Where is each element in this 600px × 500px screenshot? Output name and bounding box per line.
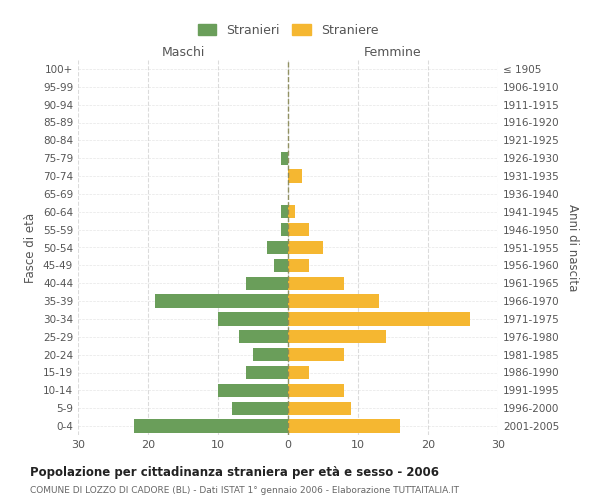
- Bar: [239, 330, 288, 344]
- Bar: [288, 384, 344, 397]
- Bar: [288, 241, 323, 254]
- Text: Popolazione per cittadinanza straniera per età e sesso - 2006: Popolazione per cittadinanza straniera p…: [30, 466, 439, 479]
- Bar: [288, 330, 386, 344]
- Bar: [281, 205, 288, 218]
- Bar: [288, 205, 295, 218]
- Bar: [134, 420, 288, 433]
- Bar: [288, 420, 400, 433]
- Bar: [288, 223, 309, 236]
- Bar: [281, 223, 288, 236]
- Bar: [288, 276, 344, 290]
- Bar: [218, 312, 288, 326]
- Bar: [232, 402, 288, 415]
- Bar: [155, 294, 288, 308]
- Bar: [281, 152, 288, 165]
- Bar: [267, 241, 288, 254]
- Bar: [288, 258, 309, 272]
- Y-axis label: Anni di nascita: Anni di nascita: [566, 204, 579, 291]
- Bar: [288, 170, 302, 183]
- Bar: [218, 384, 288, 397]
- Bar: [246, 276, 288, 290]
- Legend: Stranieri, Straniere: Stranieri, Straniere: [191, 18, 385, 43]
- Bar: [288, 366, 309, 379]
- Bar: [288, 402, 351, 415]
- Bar: [288, 294, 379, 308]
- Bar: [246, 366, 288, 379]
- Y-axis label: Fasce di età: Fasce di età: [25, 212, 37, 282]
- Bar: [288, 348, 344, 362]
- Text: COMUNE DI LOZZO DI CADORE (BL) - Dati ISTAT 1° gennaio 2006 - Elaborazione TUTTA: COMUNE DI LOZZO DI CADORE (BL) - Dati IS…: [30, 486, 459, 495]
- Text: Maschi: Maschi: [161, 46, 205, 59]
- Bar: [274, 258, 288, 272]
- Bar: [288, 312, 470, 326]
- Text: Femmine: Femmine: [364, 46, 422, 59]
- Bar: [253, 348, 288, 362]
